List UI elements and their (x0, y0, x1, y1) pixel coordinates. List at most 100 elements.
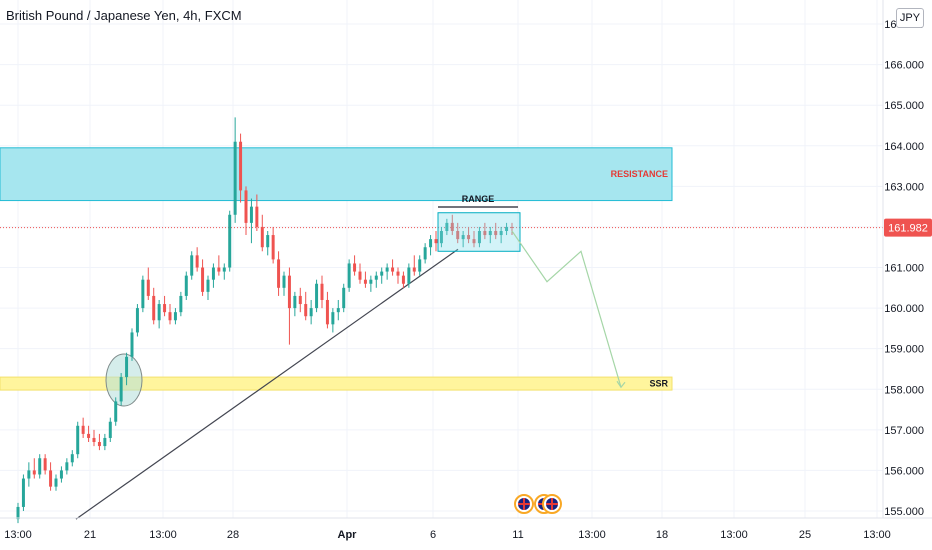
y-tick-label: 157.000 (884, 425, 924, 437)
candle-body (445, 222, 449, 231)
candle-body (49, 470, 53, 487)
candle-body (43, 458, 47, 471)
candle-body (21, 478, 25, 507)
candle-body (152, 295, 156, 321)
candle-body (380, 271, 384, 276)
candle-body (260, 226, 264, 248)
projection-arrowhead (616, 380, 626, 389)
ssr-zone (0, 376, 673, 391)
x-tick-label: 28 (227, 529, 239, 541)
x-tick-label: 13:00 (863, 529, 891, 541)
candle-body (325, 299, 329, 325)
x-tick-label: 13:00 (720, 529, 748, 541)
x-tick-label: 18 (656, 529, 668, 541)
resistance-label: RESISTANCE (611, 169, 668, 179)
candle-body (271, 235, 275, 260)
candle-body (434, 239, 438, 244)
candle-body (282, 275, 286, 288)
candle-body (293, 295, 297, 309)
candle-body (342, 287, 346, 309)
candle-body (494, 230, 498, 236)
x-tick-label: Apr (338, 529, 358, 541)
x-tick-label: 21 (84, 529, 96, 541)
candle-body (505, 226, 509, 231)
range-box (437, 212, 521, 252)
y-tick-label: 161.000 (884, 263, 924, 275)
y-tick-label: 158.000 (884, 384, 924, 396)
x-tick-label: 25 (799, 529, 811, 541)
candle-body (369, 279, 373, 284)
candle-body (38, 458, 42, 475)
candle-body (163, 304, 167, 313)
candle-body (130, 332, 134, 357)
last-price-badge (884, 218, 932, 237)
candle-body (331, 312, 335, 325)
candle-body (423, 247, 427, 260)
x-tick-label: 13:00 (578, 529, 606, 541)
candle-body (244, 190, 248, 223)
candle-body (217, 267, 221, 272)
last-price-label: 161.982 (888, 223, 928, 235)
y-tick-label: 165.000 (884, 100, 924, 112)
y-tick-label: 156.000 (884, 465, 924, 477)
candle-body (249, 206, 253, 223)
candle-body (119, 377, 123, 402)
candle-body (391, 267, 395, 272)
candle-body (396, 271, 400, 276)
resistance-zone (0, 147, 673, 202)
candle-body (54, 478, 58, 487)
highlight-circle (105, 353, 143, 407)
range-label: RANGE (462, 194, 495, 204)
candle-body (347, 263, 351, 288)
candle-body (211, 267, 215, 280)
candle-body (309, 308, 313, 317)
candle-body (304, 304, 308, 317)
candle-body (277, 259, 281, 288)
candle-body (184, 275, 188, 296)
candle-body (363, 279, 367, 284)
candle-body (135, 308, 139, 333)
candle-body (157, 304, 161, 321)
candle-body (472, 239, 476, 244)
candle-body (450, 222, 454, 231)
y-tick-label: 160.000 (884, 303, 924, 315)
candle-body (353, 263, 357, 272)
candle-body (320, 283, 324, 300)
candle-body (70, 454, 74, 463)
candle-body (315, 283, 319, 309)
candle-body (298, 295, 302, 305)
candle-body (336, 308, 340, 313)
candle-body (233, 141, 237, 215)
candle-body (92, 437, 96, 443)
x-tick-label: 11 (512, 529, 523, 541)
ssr-label: SSR (649, 379, 668, 389)
candle-body (456, 230, 460, 240)
candle-body (222, 267, 226, 272)
y-tick-label: 164.000 (884, 141, 924, 153)
candle-body (173, 312, 177, 321)
currency-button[interactable]: JPY (896, 8, 924, 28)
candle-body (228, 214, 232, 268)
candle-body (412, 267, 416, 272)
candle-body (439, 230, 443, 244)
candle-body (429, 239, 433, 248)
candle-body (65, 462, 69, 471)
candle-body (239, 141, 243, 191)
candle-body (16, 506, 20, 520)
candle-body (418, 259, 422, 272)
trendline (75, 248, 459, 520)
candle-body (255, 206, 259, 227)
candle-body (358, 271, 362, 280)
candle-body (467, 235, 471, 240)
candle-body (461, 235, 465, 240)
candle-body (81, 425, 85, 434)
candle-body (168, 312, 172, 321)
x-tick-label: 13:00 (4, 529, 32, 541)
candle-body (141, 279, 145, 309)
candle-body (27, 470, 31, 479)
candle-body (488, 230, 492, 236)
candle-body (87, 433, 91, 438)
candle-body (179, 295, 183, 313)
